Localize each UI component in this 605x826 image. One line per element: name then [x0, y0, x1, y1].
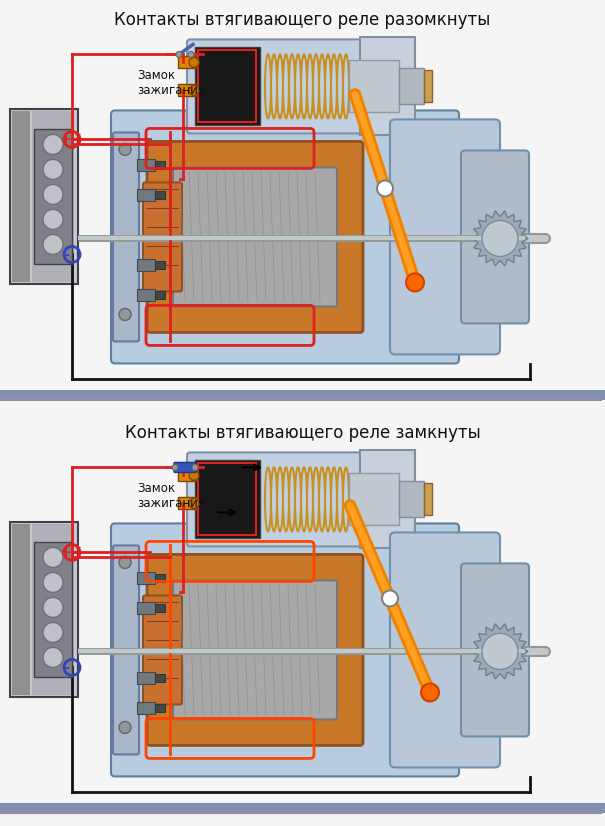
FancyBboxPatch shape — [173, 581, 337, 719]
Text: –: – — [62, 249, 70, 263]
Circle shape — [43, 159, 63, 179]
Bar — [32, 112, 74, 282]
Bar — [155, 574, 165, 582]
Circle shape — [189, 471, 199, 481]
Bar — [137, 289, 155, 301]
Bar — [399, 482, 424, 517]
Bar — [137, 159, 155, 172]
Circle shape — [192, 464, 198, 471]
Text: +: + — [60, 546, 71, 559]
Polygon shape — [472, 211, 528, 266]
FancyBboxPatch shape — [173, 168, 337, 306]
Text: Замок
зажигания: Замок зажигания — [137, 482, 205, 510]
Circle shape — [43, 623, 63, 643]
FancyBboxPatch shape — [143, 596, 182, 705]
Circle shape — [377, 180, 393, 197]
FancyBboxPatch shape — [113, 132, 139, 341]
Bar — [155, 292, 165, 300]
Circle shape — [43, 597, 63, 618]
Bar — [12, 112, 30, 282]
Bar — [195, 460, 260, 539]
FancyBboxPatch shape — [143, 183, 182, 292]
Bar — [155, 605, 165, 612]
Circle shape — [43, 135, 63, 154]
Bar — [424, 483, 432, 515]
Bar — [137, 572, 155, 585]
Circle shape — [172, 464, 178, 471]
Circle shape — [189, 58, 199, 68]
Bar — [349, 60, 399, 112]
Circle shape — [482, 221, 518, 256]
Bar — [349, 473, 399, 525]
Text: ×: × — [74, 132, 82, 142]
Circle shape — [189, 498, 199, 509]
Circle shape — [406, 273, 424, 292]
Circle shape — [119, 721, 131, 733]
Polygon shape — [472, 624, 528, 679]
Bar — [0, 391, 605, 401]
FancyBboxPatch shape — [461, 150, 529, 324]
Bar — [155, 705, 165, 713]
Bar — [137, 259, 155, 272]
Circle shape — [119, 557, 131, 568]
Circle shape — [119, 308, 131, 320]
Bar — [178, 469, 196, 482]
Bar — [10, 522, 78, 697]
Bar — [360, 37, 415, 135]
Bar — [178, 56, 196, 69]
Bar — [424, 70, 432, 102]
Bar — [137, 189, 155, 202]
Text: Контакты втягивающего реле замкнуты: Контакты втягивающего реле замкнуты — [125, 425, 480, 443]
FancyBboxPatch shape — [187, 453, 368, 547]
Circle shape — [43, 210, 63, 230]
FancyBboxPatch shape — [390, 120, 500, 354]
Circle shape — [189, 85, 199, 96]
Bar — [195, 47, 260, 126]
Circle shape — [176, 51, 182, 58]
Text: ×: × — [74, 545, 82, 555]
Bar — [360, 450, 415, 548]
FancyBboxPatch shape — [174, 463, 196, 472]
FancyBboxPatch shape — [147, 554, 363, 745]
Bar — [155, 675, 165, 682]
Bar — [155, 192, 165, 199]
Circle shape — [188, 51, 194, 58]
Text: –: – — [62, 662, 70, 676]
FancyBboxPatch shape — [111, 111, 459, 363]
Bar — [137, 702, 155, 714]
Text: Замок
зажигания: Замок зажигания — [137, 69, 205, 97]
Circle shape — [43, 572, 63, 592]
Bar — [137, 672, 155, 685]
Circle shape — [482, 634, 518, 669]
FancyBboxPatch shape — [113, 545, 139, 754]
FancyBboxPatch shape — [390, 533, 500, 767]
Bar — [178, 84, 196, 97]
Text: Контакты втягивающего реле разомкнуты: Контакты втягивающего реле разомкнуты — [114, 12, 491, 30]
Text: +: + — [60, 133, 71, 146]
Circle shape — [43, 648, 63, 667]
Bar — [12, 525, 30, 695]
Bar — [34, 543, 72, 677]
Bar — [399, 69, 424, 104]
Circle shape — [119, 144, 131, 155]
Bar — [198, 463, 256, 535]
Circle shape — [43, 235, 63, 254]
Bar — [0, 804, 605, 814]
Circle shape — [382, 591, 398, 606]
FancyBboxPatch shape — [147, 141, 363, 332]
Bar — [10, 109, 78, 284]
Bar — [137, 602, 155, 615]
FancyBboxPatch shape — [461, 563, 529, 737]
Bar — [198, 50, 256, 122]
Bar — [34, 130, 72, 264]
Circle shape — [421, 683, 439, 701]
Circle shape — [43, 184, 63, 204]
Circle shape — [43, 548, 63, 567]
Bar — [155, 161, 165, 169]
Bar — [32, 525, 74, 695]
Bar — [155, 262, 165, 269]
Bar — [178, 497, 196, 510]
FancyBboxPatch shape — [187, 40, 368, 134]
FancyBboxPatch shape — [111, 524, 459, 776]
